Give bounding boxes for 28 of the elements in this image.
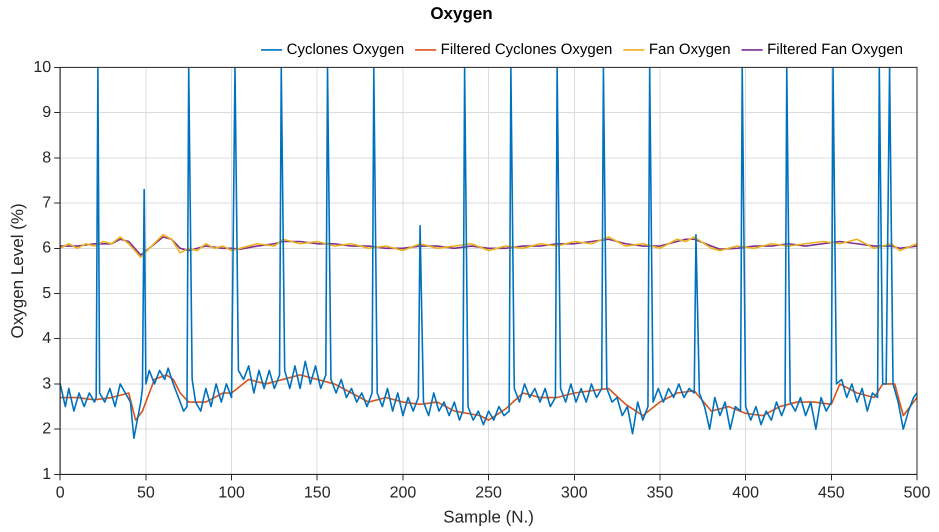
y-tick-label: 5 [42,284,52,302]
x-tick-label: 400 [732,484,760,502]
x-tick-label: 350 [646,484,674,502]
x-tick-label: 500 [904,484,930,502]
x-tick-label: 0 [56,484,65,502]
x-tick-label: 150 [304,484,331,502]
x-tick-label: 200 [390,484,416,502]
y-tick-label: 10 [33,58,52,76]
chart-title: Oxygen [430,4,493,23]
legend-label: Fan Oxygen [648,41,731,58]
x-tick-label: 300 [560,484,588,502]
x-tick-label: 450 [818,484,845,502]
y-tick-label: 1 [42,466,52,483]
legend-label: Filtered Fan Oxygen [767,41,904,58]
legend-label: Filtered Cyclones Oxygen [440,41,612,58]
y-tick-label: 7 [42,194,52,212]
x-tick-label: 250 [475,484,502,502]
x-tick-label: 100 [218,484,246,502]
y-tick-label: 9 [42,104,52,122]
y-tick-label: 2 [42,420,52,438]
legend-label: Cyclones Oxygen [286,41,404,58]
y-axis-title: Oxygen Level (%) [8,203,27,338]
y-tick-label: 8 [42,149,52,166]
y-tick-label: 3 [42,375,52,392]
y-tick-label: 6 [42,240,52,257]
x-axis-title: Sample (N.) [443,507,534,526]
x-tick-label: 50 [136,484,155,502]
y-tick-label: 4 [42,330,52,348]
